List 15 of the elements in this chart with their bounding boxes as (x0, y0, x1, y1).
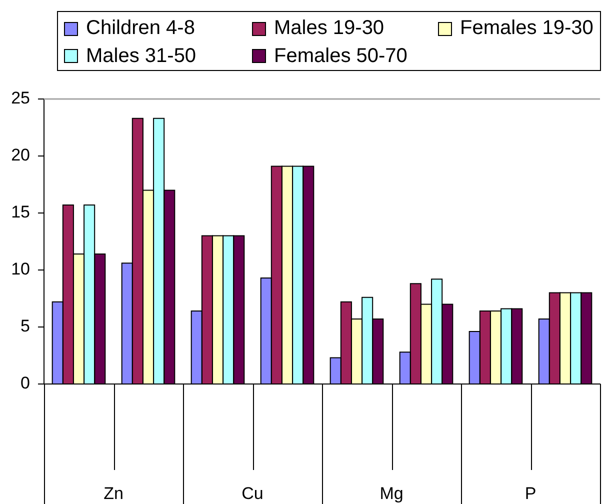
legend-label: Males 31-50 (86, 44, 196, 69)
legend-label: Females 50-70 (274, 44, 408, 69)
text: Zn (104, 484, 124, 503)
y-tick-label: 10 (11, 260, 30, 279)
y-tick-label: 0 (20, 374, 30, 393)
legend-label: Males 19-30 (274, 16, 384, 42)
legend-label: Children 4-8 (86, 16, 195, 42)
y-tick-label: 15 (11, 202, 30, 222)
text: Mg (380, 484, 404, 503)
text: Cu (242, 484, 264, 503)
legend-label: Females 19-30 (460, 16, 594, 42)
y-tick-label: 25 (11, 88, 30, 108)
y-tick-label: 20 (11, 146, 30, 165)
y-tick-label: 5 (20, 316, 30, 336)
text: P (524, 484, 536, 503)
